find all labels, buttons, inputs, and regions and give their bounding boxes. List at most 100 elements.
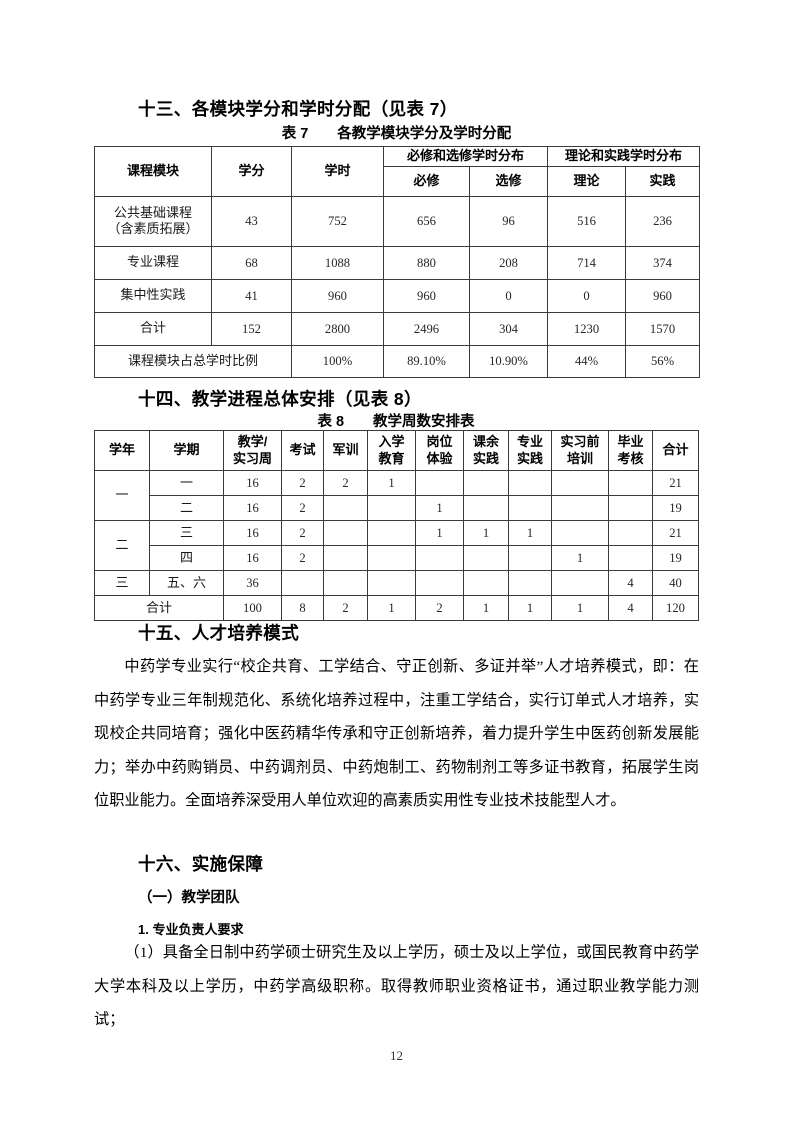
- table8-cell-pre-internship: 1: [551, 545, 609, 571]
- table7-cell-module: 合计: [94, 311, 212, 346]
- table8-cell-pre-internship: [551, 495, 609, 521]
- table8-cell-total-label: 合计: [94, 595, 224, 621]
- table8-cell-year: 二: [94, 520, 150, 571]
- table8-cell-orientation: 1: [367, 470, 416, 496]
- table8-caption: 表 8 教学周数安排表: [317, 414, 475, 430]
- table8-cell-professional-practice: [508, 570, 552, 596]
- table-row: 公共基础课程 （含素质拓展） 43 752 656 96 516 236: [94, 195, 701, 247]
- table8-head-l1: 教学/: [237, 433, 268, 449]
- table7-col-hours: 学时: [291, 146, 384, 197]
- table8-cell-exam: 2: [281, 470, 324, 496]
- table8-cell-term: 四: [149, 545, 224, 571]
- table8-cell-professional-practice: [508, 495, 552, 521]
- table8-cell-military: 2: [323, 470, 368, 496]
- table8-head-l2: 教育: [378, 450, 405, 466]
- table7-cell-elective: 96: [468, 195, 549, 247]
- table7-container: 课程模块 学分 学时 必修和选修学时分布 理论和实践学时分布 必修 选修 理论 …: [94, 146, 701, 378]
- table8-cell-term: 一: [149, 470, 224, 496]
- table8-cell-pre-internship: [551, 520, 609, 546]
- table7-cell-practice: 236: [625, 195, 701, 247]
- table7-cell-ratio-label: 课程模块占总学时比例: [94, 344, 292, 378]
- table8-head-l2: 实践: [472, 450, 499, 466]
- table8-cell-pre-internship: [551, 570, 609, 596]
- table-teaching-week-arrangement: 学年 学期 教学/ 实习周 考试 军训: [94, 430, 699, 621]
- table8-cell-post-experience: 1: [415, 520, 464, 546]
- table8-cell-term: 二: [149, 495, 224, 521]
- table8-cell-total-orientation: 1: [367, 595, 416, 621]
- table8-cell-post-experience: [415, 545, 464, 571]
- table7-cell-practice: 374: [625, 245, 701, 280]
- table8-cell-military: [323, 520, 368, 546]
- table8-cell-year: 三: [94, 570, 150, 596]
- table8-head-l1: 学年: [108, 442, 135, 458]
- table8-cell-teaching-weeks: 16: [223, 470, 282, 496]
- section-heading-13: 十三、各模块学分和学时分配（见表 7）: [138, 99, 458, 119]
- table8-cell-exam: 2: [281, 495, 324, 521]
- table8-cell-orientation: [367, 570, 416, 596]
- table7-col-elective: 选修: [468, 165, 549, 197]
- section15-paragraph: 中药学专业实行“校企共育、工学结合、守正创新、多证并举”人才培养模式，即：在中药…: [94, 658, 699, 809]
- table8-cell-teaching-weeks: 36: [223, 570, 282, 596]
- table8-cell-teaching-weeks: 16: [223, 545, 282, 571]
- table8-col-year: 学年: [94, 430, 150, 471]
- table8-cell-term: 五、六: [149, 570, 224, 596]
- table7-cell-theory: 714: [547, 245, 627, 280]
- table8-cell-graduation-review: [608, 545, 653, 571]
- table7-cell-hours: 752: [291, 195, 384, 247]
- table8-cell-professional-practice: [508, 545, 552, 571]
- table-row: 专业课程 68 1088 880 208 714 374: [94, 245, 701, 280]
- section16-subheading-leader-requirements: 1. 专业负责人要求: [138, 922, 244, 937]
- table7-col-module: 课程模块: [94, 146, 212, 197]
- table8-head-l1: 岗位: [426, 433, 453, 449]
- table-row: 合计 152 2800 2496 304 1230 1570: [94, 311, 701, 346]
- table7-cell-ratio-hours: 100%: [291, 344, 384, 378]
- table8-cell-orientation: [367, 495, 416, 521]
- table7-caption: 表 7 各教学模块学分及学时分配: [281, 126, 512, 142]
- table8-cell-total-graduation-review: 4: [608, 595, 653, 621]
- section-heading-15: 十五、人才培养模式: [138, 623, 300, 643]
- table8-cell-total-exam: 8: [281, 595, 324, 621]
- table7-module-line1: 公共基础课程: [113, 204, 192, 220]
- table8-cell-exam: 2: [281, 520, 324, 546]
- table8-cell-teaching-weeks: 16: [223, 495, 282, 521]
- table8-cell-graduation-review: [608, 470, 653, 496]
- table7-col-credits: 学分: [211, 146, 292, 197]
- table8-col-military: 军训: [323, 430, 368, 471]
- table8-cell-post-experience: [415, 470, 464, 496]
- table8-cell-total-sum: 120: [652, 595, 699, 621]
- table-row-total: 合计 100 8 2 1 2 1 1 1 4 120: [94, 595, 699, 621]
- table8-cell-total: 21: [652, 520, 699, 546]
- table7-cell-ratio-required: 89.10%: [383, 344, 470, 378]
- table8-cell-total-pre-internship: 1: [551, 595, 609, 621]
- table8-head-l1: 入学: [378, 433, 405, 449]
- table8-col-pre-internship: 实习前 培训: [551, 430, 609, 471]
- table7-group-theory-practice: 理论和实践学时分布: [547, 146, 701, 167]
- table7-cell-required: 880: [383, 245, 470, 280]
- table8-header-row: 学年 学期 教学/ 实习周 考试 军训: [94, 430, 699, 471]
- table7-cell-theory: 0: [547, 278, 627, 313]
- table8-cell-teaching-weeks: 16: [223, 520, 282, 546]
- table8-col-post-experience: 岗位 体验: [415, 430, 464, 471]
- table8-cell-total-extracurricular: 1: [463, 595, 509, 621]
- table8-col-graduation-review: 毕业 考核: [608, 430, 653, 471]
- table8-head-l1: 专业: [516, 433, 543, 449]
- table-row-ratio: 课程模块占总学时比例 100% 89.10% 10.90% 44% 56%: [94, 344, 701, 378]
- table8-col-term: 学期: [149, 430, 224, 471]
- table-row: 二 三 16 2 1 1 1 21: [94, 520, 699, 571]
- table8-head-l1: 毕业: [617, 433, 644, 449]
- table-row: 一 一 16 2 2 1 21: [94, 470, 699, 521]
- table8-head-l2: 实践: [516, 450, 543, 466]
- section16-paragraph: （1）具备全日制中药学硕士研究生及以上学历，硕士及以上学位，或国民教育中药学大学…: [94, 944, 699, 1028]
- table8-head-l1: 军训: [332, 442, 359, 458]
- table8-cell-extracurricular: 1: [463, 520, 509, 546]
- table7-col-required: 必修: [383, 165, 470, 197]
- table8-col-orientation: 入学 教育: [367, 430, 416, 471]
- table7-cell-module: 专业课程: [94, 245, 212, 280]
- table8-cell-year: 一: [94, 470, 150, 521]
- table8-head-l2: 实习周: [232, 450, 272, 466]
- table7-cell-required: 656: [383, 195, 470, 247]
- table-credit-hour-distribution: 课程模块 学分 学时 必修和选修学时分布 理论和实践学时分布 必修 选修 理论 …: [94, 146, 701, 378]
- table8-cell-extracurricular: [463, 495, 509, 521]
- table7-cell-practice: 1570: [625, 311, 701, 346]
